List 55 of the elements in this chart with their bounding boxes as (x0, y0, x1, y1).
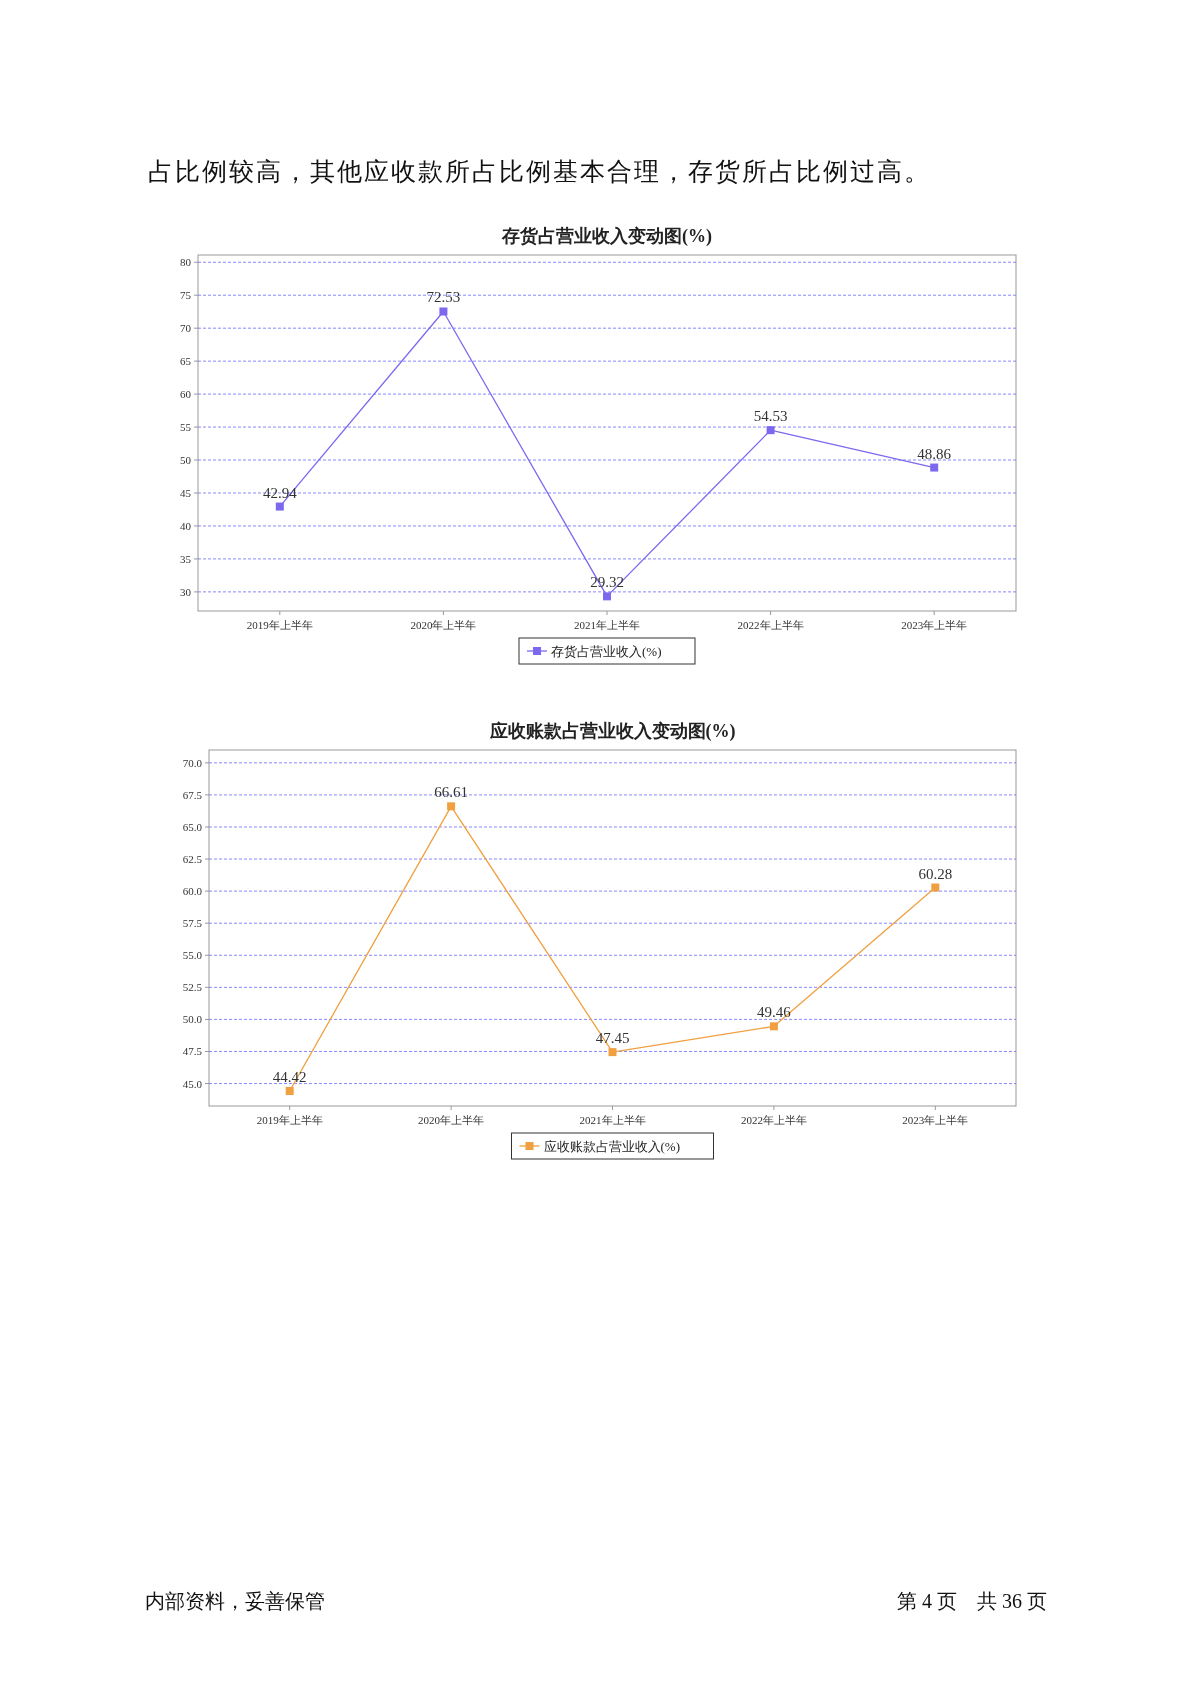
x-tick-label: 2021年上半年 (579, 1114, 646, 1126)
y-tick-label: 57.5 (182, 917, 203, 930)
point (931, 883, 940, 892)
y-tick-label: 60.0 (182, 885, 203, 898)
text: 第 4 页 共 36 页 (897, 1590, 1047, 1612)
legend-label: 存货占营业收入(%) (551, 644, 662, 659)
x-tick-label: 2023年上半年 (902, 1114, 969, 1126)
x-tick-label: 2022年上半年 (740, 1114, 807, 1126)
y-tick-label: 35 (180, 552, 192, 565)
point (275, 502, 284, 511)
y-tick-label: 55.0 (182, 949, 203, 962)
x-tick-label: 2023年上半年 (901, 619, 968, 631)
data-label: 72.53 (426, 289, 461, 306)
point (608, 1048, 617, 1057)
y-tick-label: 80 (180, 256, 192, 269)
y-tick-label: 75 (180, 289, 192, 302)
chart-title: 应收账款占营业收入变动图(%) (488, 721, 736, 742)
y-tick-label: 45 (180, 486, 192, 499)
y-tick-label: 65 (180, 355, 192, 368)
y-tick-label: 40 (180, 519, 192, 532)
y-tick-label: 62.5 (182, 853, 203, 866)
point (603, 592, 611, 601)
x-tick-label: 2021年上半年 (574, 619, 640, 631)
y-tick-label: 45.0 (182, 1077, 203, 1090)
point (285, 1086, 294, 1095)
data-label: 60.28 (918, 865, 953, 882)
x-tick-label: 2022年上半年 (737, 619, 804, 631)
chart-title: 存货占营业收入变动图(%) (501, 226, 712, 247)
data-label: 48.86 (917, 445, 952, 462)
data-label: 49.46 (757, 1004, 792, 1021)
y-tick-label: 50 (180, 454, 192, 467)
x-tick-label: 2020年上半年 (418, 1114, 485, 1126)
data-label: 54.53 (753, 408, 788, 425)
y-tick-label: 65.0 (182, 820, 203, 833)
data-label: 66.61 (434, 784, 468, 801)
legend-label: 应收账款占营业收入(%) (543, 1139, 680, 1154)
y-tick-label: 52.5 (182, 981, 203, 994)
y-tick-label: 60 (180, 388, 192, 401)
text: 内部资料，妥善保管 (145, 1590, 325, 1612)
y-tick-label: 47.5 (182, 1045, 203, 1058)
point (447, 802, 456, 811)
point (930, 463, 939, 472)
y-tick-label: 30 (180, 585, 192, 598)
x-tick-label: 2019年上半年 (246, 619, 313, 631)
point (769, 1022, 778, 1031)
point (766, 426, 775, 435)
y-tick-label: 70 (180, 322, 192, 335)
y-tick-label: 70.0 (182, 756, 203, 769)
y-tick-label: 55 (180, 421, 192, 434)
y-tick-label: 67.5 (182, 788, 203, 801)
text: 占比例较高，其他应收款所占比例基本合理，存货所占比例过高。 (148, 158, 931, 185)
point (439, 307, 448, 316)
x-tick-label: 2020年上半年 (410, 619, 477, 631)
y-tick-label: 50.0 (182, 1013, 203, 1026)
x-tick-label: 2019年上半年 (256, 1114, 323, 1126)
